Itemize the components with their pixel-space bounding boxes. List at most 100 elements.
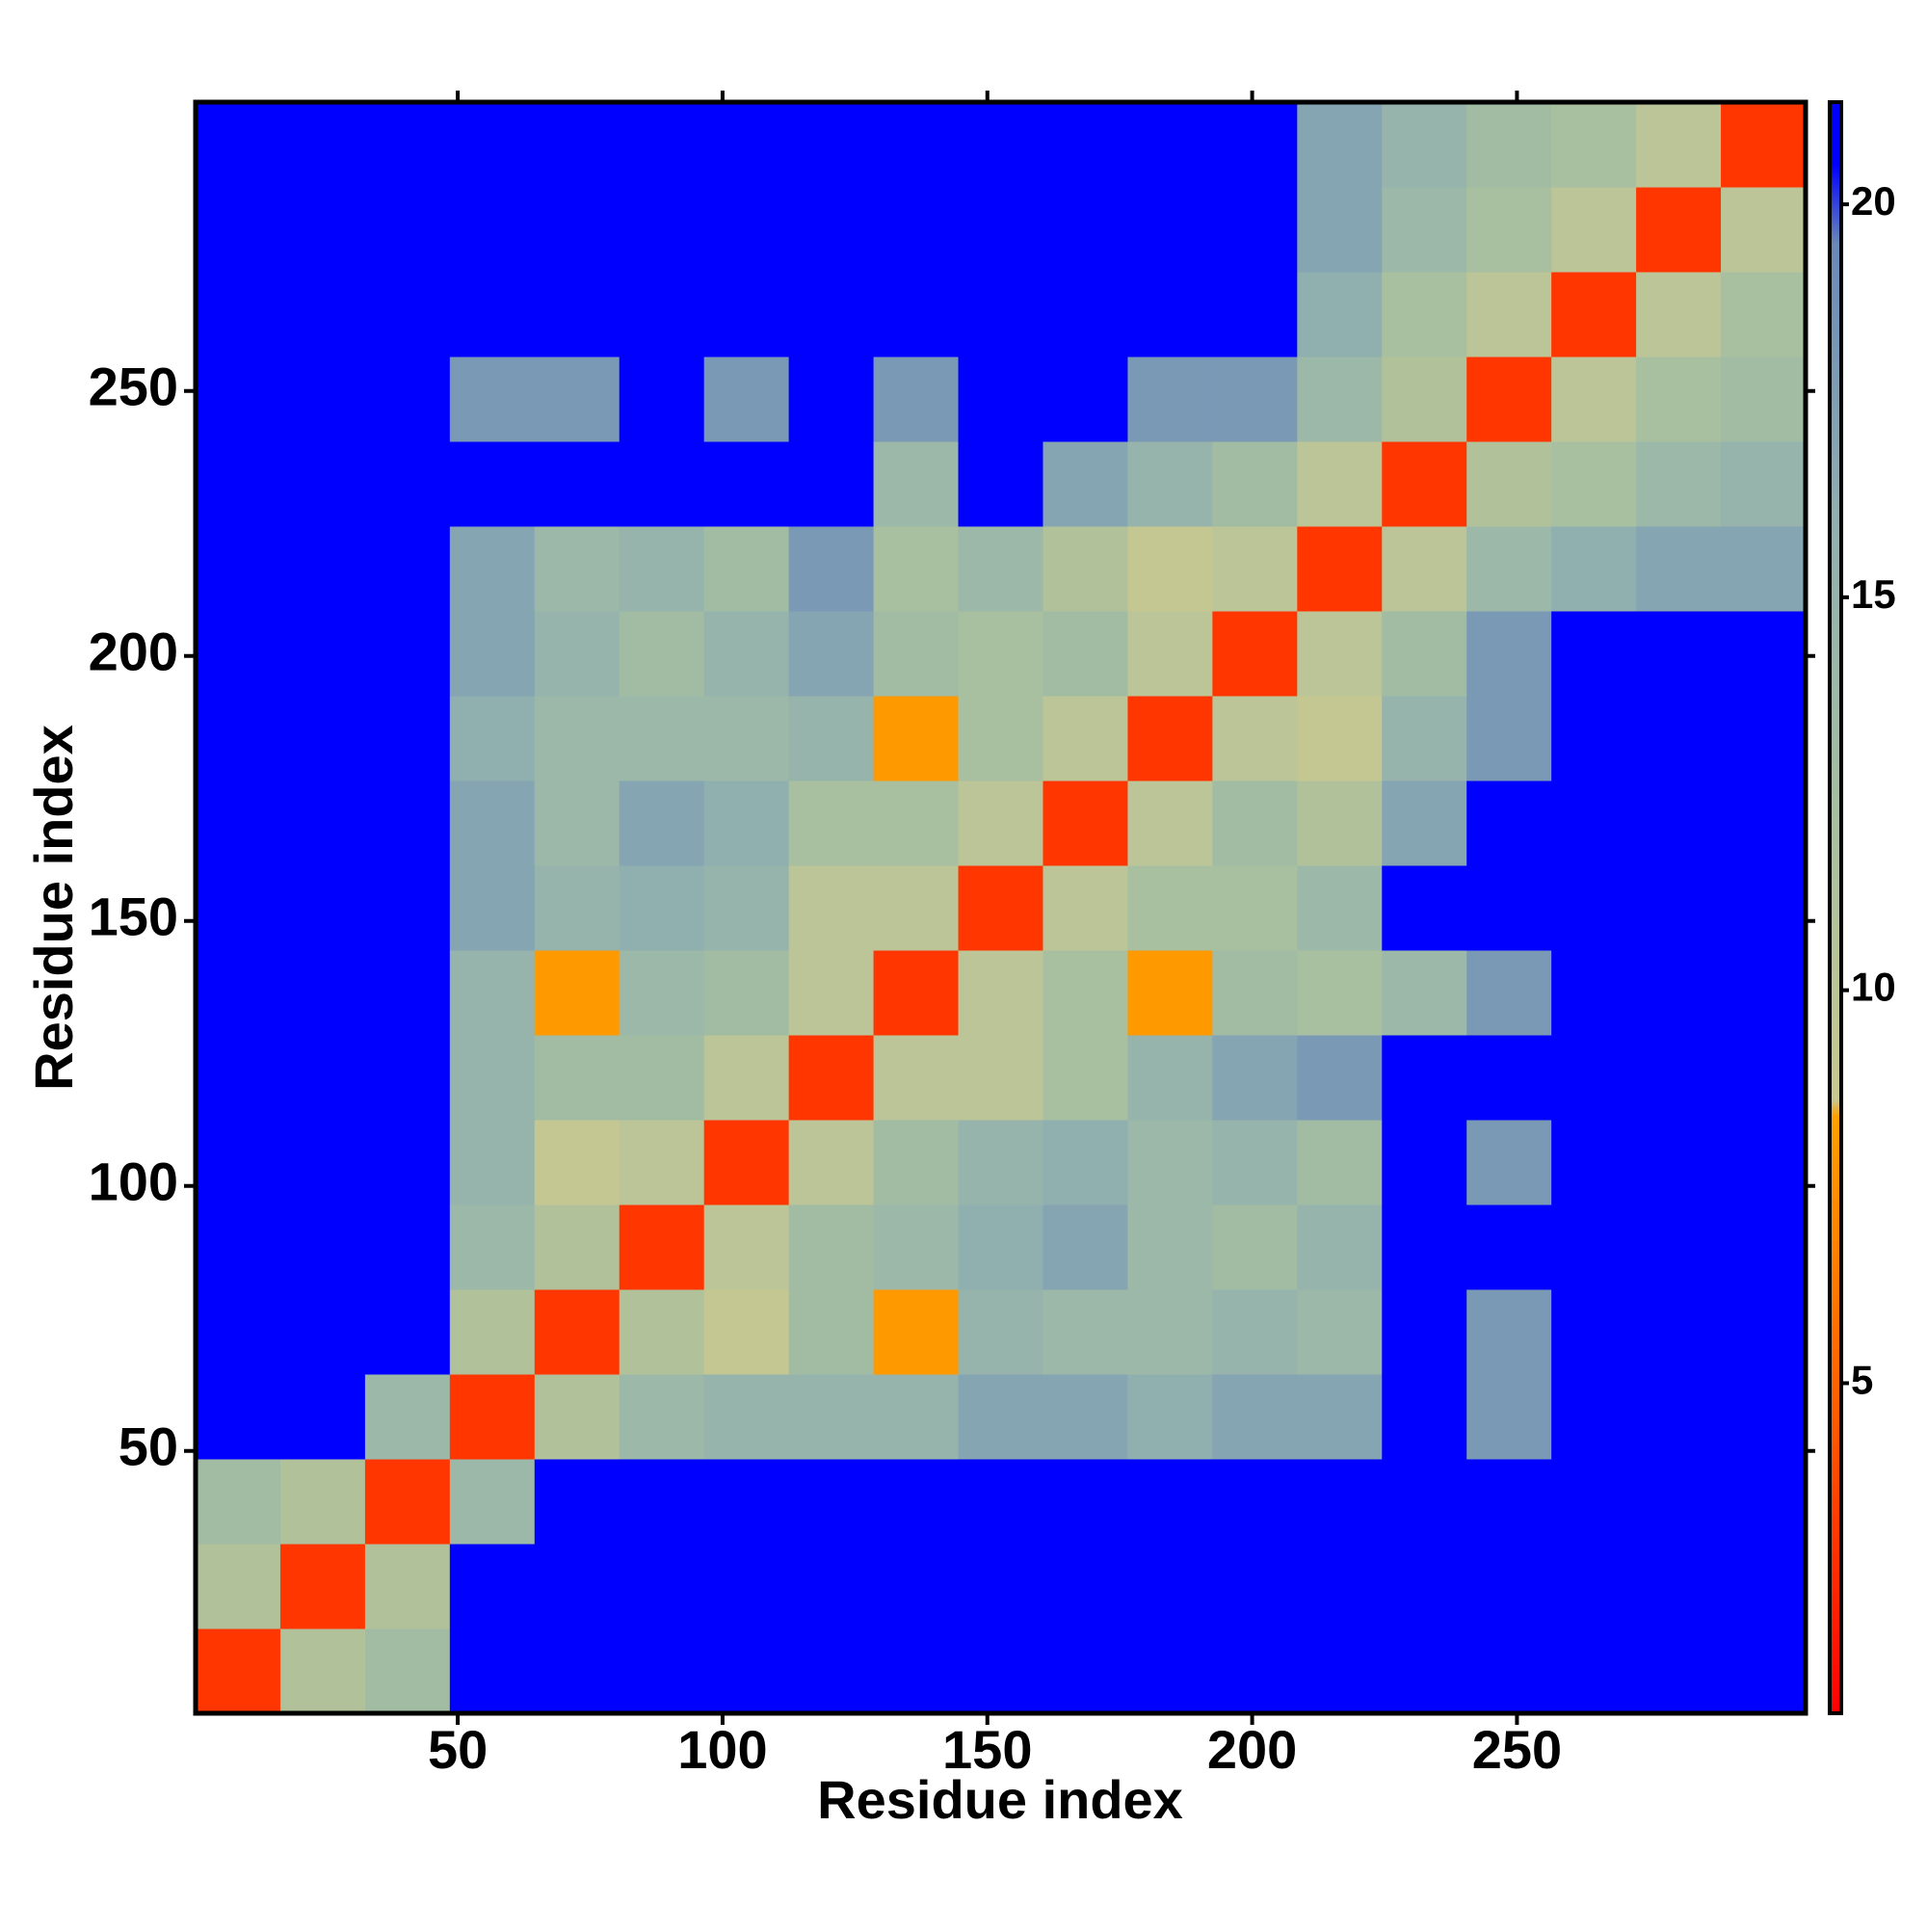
heatmap-cell [364, 611, 451, 697]
heatmap-cell [1043, 526, 1128, 612]
heatmap-cell [279, 950, 366, 1036]
heatmap-cell [1721, 1035, 1806, 1121]
heatmap-cell [449, 950, 536, 1036]
heatmap-cell [788, 696, 875, 781]
heatmap-cell [449, 1544, 536, 1629]
plot-frame [193, 99, 1808, 1716]
heatmap-cell [873, 187, 960, 273]
heatmap-cell [1127, 1374, 1213, 1460]
heatmap-cell [958, 1544, 1043, 1629]
heatmap-cell [196, 1459, 281, 1545]
heatmap-cell [1466, 441, 1552, 527]
heatmap-cell [873, 1544, 960, 1629]
heatmap-cell [1212, 357, 1298, 442]
heatmap-cell [958, 950, 1043, 1036]
heatmap-cell [873, 272, 960, 357]
heatmap-cell [196, 1120, 281, 1205]
heatmap-cell [873, 865, 960, 951]
heatmap-cell [788, 1459, 875, 1545]
heatmap-cell [788, 1544, 875, 1629]
heatmap-cell [1127, 1120, 1213, 1205]
heatmap-cell [619, 611, 705, 697]
heatmap-cell [364, 696, 451, 781]
heatmap-cell [534, 950, 620, 1036]
heatmap-cell [1636, 1035, 1722, 1121]
heatmap-cell [1466, 781, 1552, 866]
heatmap-cell [1382, 950, 1467, 1036]
heatmap-cell [788, 102, 875, 188]
heatmap-cell [703, 696, 790, 781]
heatmap-cell [873, 950, 960, 1036]
heatmap-cell [958, 781, 1043, 866]
heatmap-cell [1127, 1289, 1213, 1375]
heatmap-cell [1551, 950, 1637, 1036]
heatmap-cell [1551, 102, 1637, 188]
heatmap-cell [1466, 1035, 1552, 1121]
heatmap-cell [279, 781, 366, 866]
heatmap-cell [196, 950, 281, 1036]
heatmap-cell [873, 357, 960, 442]
heatmap-cell [364, 1035, 451, 1121]
heatmap-cell [1551, 1544, 1637, 1629]
heatmap-cell [1127, 1544, 1213, 1629]
heatmap-cell [1382, 1289, 1467, 1375]
heatmap-cell [873, 611, 960, 697]
heatmap-cell [364, 1374, 451, 1460]
heatmap-cell [1382, 1544, 1467, 1629]
heatmap-cell [703, 441, 790, 527]
heatmap-cell [1466, 102, 1552, 188]
heatmap-cell [619, 950, 705, 1036]
heatmap-cell [196, 526, 281, 612]
heatmap-cell [1721, 1459, 1806, 1545]
heatmap-cell [619, 1544, 705, 1629]
heatmap-cell [788, 526, 875, 612]
heatmap-cell [958, 357, 1043, 442]
heatmap-cell [1212, 526, 1298, 612]
heatmap-cells [196, 102, 1806, 1713]
heatmap-cell [279, 611, 366, 697]
heatmap-cell [873, 526, 960, 612]
heatmap-cell [534, 526, 620, 612]
heatmap-cell [1297, 950, 1383, 1036]
heatmap-cell [364, 357, 451, 442]
heatmap-cell [1297, 187, 1383, 273]
heatmap-cell [196, 272, 281, 357]
heatmap-cell [1636, 611, 1722, 697]
heatmap-cell [364, 102, 451, 188]
heatmap-cell [1043, 1544, 1128, 1629]
heatmap-cell [1466, 865, 1552, 951]
heatmap-cell [788, 357, 875, 442]
heatmap-cell [1212, 1035, 1298, 1121]
heatmap-cell [1127, 272, 1213, 357]
heatmap-cell [279, 102, 366, 188]
heatmap-cell [958, 102, 1043, 188]
heatmap-cell [619, 1289, 705, 1375]
heatmap-cell [1212, 187, 1298, 273]
heatmap-cell [1551, 357, 1637, 442]
heatmap-cell [703, 611, 790, 697]
heatmap-cell [873, 1289, 960, 1375]
heatmap-cell [1636, 696, 1722, 781]
heatmap-cell [364, 187, 451, 273]
heatmap-cell [619, 526, 705, 612]
heatmap-cell [364, 1459, 451, 1545]
heatmap-cell [534, 1628, 620, 1713]
heatmap-cell [1636, 102, 1722, 188]
heatmap-cell [1297, 441, 1383, 527]
heatmap-cell [1721, 187, 1806, 273]
heatmap-cell [619, 1035, 705, 1121]
y-tick-label: 150 [89, 887, 178, 947]
heatmap-cell [1466, 526, 1552, 612]
heatmap-cell [364, 1120, 451, 1205]
heatmap-cell [1466, 187, 1552, 273]
heatmap-cell [449, 696, 536, 781]
heatmap-cell [788, 611, 875, 697]
heatmap-cell [958, 187, 1043, 273]
heatmap-cell [619, 1374, 705, 1460]
heatmap-cell [279, 696, 366, 781]
heatmap-cell [534, 1544, 620, 1629]
heatmap-cell [1212, 781, 1298, 866]
heatmap-cell [1382, 272, 1467, 357]
heatmap-cell [1551, 611, 1637, 697]
heatmap-cell [1212, 1459, 1298, 1545]
